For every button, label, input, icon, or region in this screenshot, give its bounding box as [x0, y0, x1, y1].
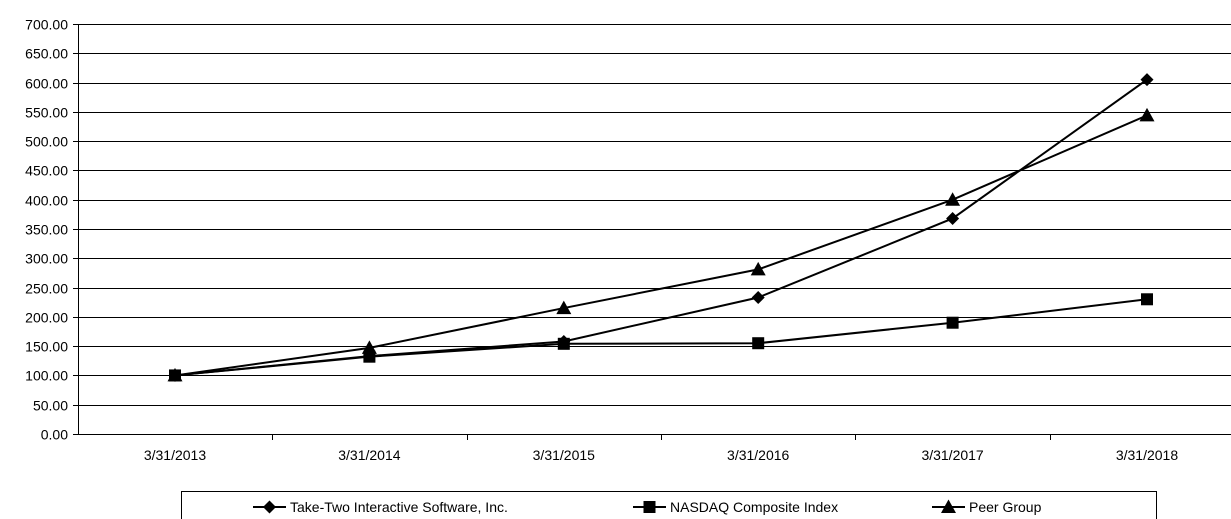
- legend: Take-Two Interactive Software, Inc. NASDA…: [181, 491, 1157, 519]
- y-tick-label: 100.00: [25, 368, 68, 384]
- data-point-triangle: [167, 367, 183, 382]
- grid-lines: [78, 24, 1231, 406]
- legend-label: Take-Two Interactive Software, Inc.: [290, 499, 508, 515]
- y-tick-label: 0.00: [41, 427, 68, 443]
- data-point-square: [752, 337, 765, 350]
- series-line: [174, 78, 1148, 377]
- x-tick-label: 3/31/2015: [533, 447, 595, 463]
- x-axis-tick-labels: 3/31/2013 3/31/2014 3/31/2015 3/31/2016 3/31…: [144, 447, 1178, 463]
- series-square: [169, 293, 1153, 382]
- y-tick-label: 600.00: [25, 76, 68, 92]
- data-point-triangle: [361, 340, 377, 354]
- legend-label: Peer Group: [969, 499, 1042, 515]
- y-axis-tick-labels: 0.00 50.00 100.00 150.00 200.00 250.00 300.00 3…: [25, 17, 68, 443]
- series-diamond: [168, 73, 1154, 382]
- legend-entry: Take-Two Interactive Software, Inc.: [253, 499, 508, 515]
- y-tick-label: 700.00: [25, 17, 68, 33]
- y-tick-label: 350.00: [25, 222, 68, 238]
- y-tick-label: 150.00: [25, 339, 68, 355]
- x-tick-label: 3/31/2016: [727, 447, 789, 463]
- x-tick-label: 3/31/2014: [338, 447, 400, 463]
- y-tick-label: 300.00: [25, 251, 68, 267]
- x-tick-label: 3/31/2018: [1116, 447, 1178, 463]
- y-tick-label: 650.00: [25, 46, 68, 62]
- y-tick-label: 550.00: [25, 105, 68, 121]
- series-lines: [167, 73, 1155, 382]
- data-point-square: [1141, 293, 1153, 306]
- x-tick-label: 3/31/2013: [144, 447, 206, 463]
- data-point-triangle: [1139, 107, 1155, 122]
- legend-marker-diamond: [263, 500, 276, 514]
- data-point-triangle: [750, 261, 766, 276]
- y-tick-label: 200.00: [25, 310, 68, 326]
- series-line: [174, 298, 1148, 377]
- data-point-triangle: [945, 192, 961, 206]
- legend-entry: Peer Group: [932, 499, 1042, 515]
- series-line: [174, 114, 1148, 377]
- axes: [73, 24, 1231, 440]
- legend-entry: NASDAQ Composite Index: [633, 499, 838, 515]
- data-point-diamond: [751, 291, 765, 305]
- x-tick-label: 3/31/2017: [921, 447, 983, 463]
- legend-marker-triangle: [941, 499, 956, 513]
- data-point-diamond: [946, 211, 960, 225]
- data-point-diamond: [1140, 73, 1154, 87]
- legend-box: [181, 491, 1157, 519]
- legend-marker-square: [643, 501, 656, 513]
- data-point-square: [557, 337, 570, 350]
- y-tick-label: 50.00: [33, 398, 68, 414]
- y-tick-label: 500.00: [25, 134, 68, 150]
- y-tick-label: 450.00: [25, 163, 68, 179]
- legend-label: NASDAQ Composite Index: [670, 499, 838, 515]
- series-triangle: [167, 107, 1155, 382]
- data-point-square: [946, 316, 959, 329]
- data-point-triangle: [556, 300, 572, 315]
- y-tick-label: 400.00: [25, 193, 68, 209]
- y-tick-label: 250.00: [25, 281, 68, 297]
